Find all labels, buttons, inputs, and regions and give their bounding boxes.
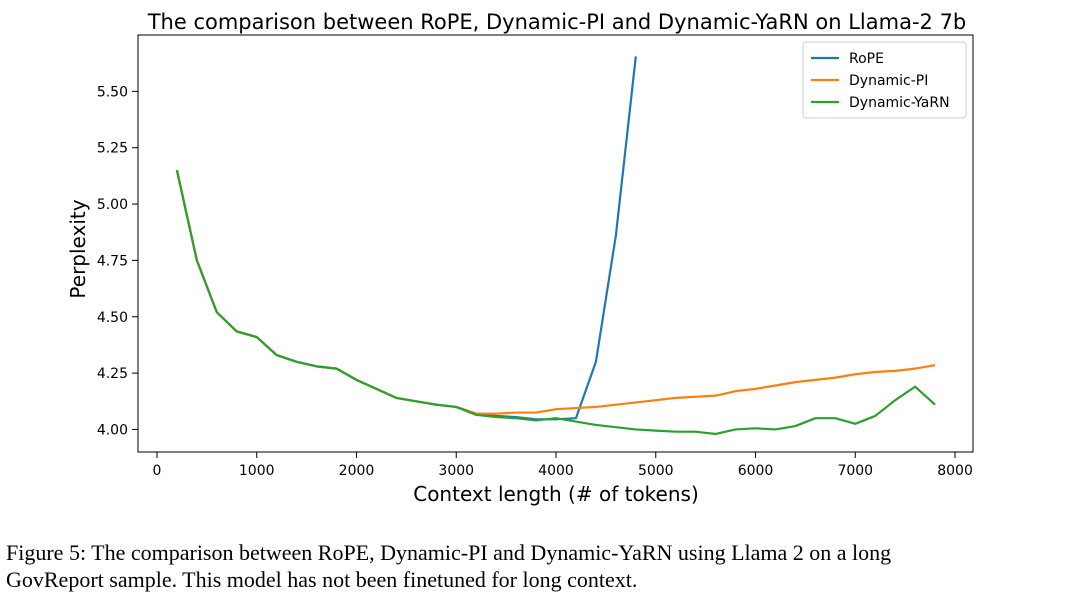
chart-title: The comparison between RoPE, Dynamic-PI … bbox=[147, 10, 967, 34]
x-tick-label: 2000 bbox=[339, 463, 375, 479]
y-tick-label: 5.50 bbox=[97, 84, 128, 100]
legend-box bbox=[802, 41, 967, 119]
x-tick-label: 7000 bbox=[837, 463, 873, 479]
y-tick-label: 4.50 bbox=[97, 310, 128, 326]
y-tick-label: 5.25 bbox=[97, 141, 128, 157]
plot-frame bbox=[137, 34, 974, 453]
y-tick-label: 4.25 bbox=[97, 366, 128, 382]
y-tick-label: 4.75 bbox=[97, 253, 128, 269]
caption-line: Figure 5: The comparison between RoPE, D… bbox=[6, 540, 891, 565]
x-tick-label: 5000 bbox=[638, 463, 674, 479]
y-tick-label: 5.00 bbox=[97, 197, 128, 213]
x-tick-label: 4000 bbox=[538, 463, 574, 479]
y-axis-label: Perplexity bbox=[66, 199, 90, 298]
x-tick-label: 0 bbox=[152, 463, 161, 479]
x-tick-label: 1000 bbox=[239, 463, 275, 479]
x-tick-label: 3000 bbox=[438, 463, 474, 479]
series-line bbox=[175, 170, 936, 415]
legend-label: Dynamic-PI bbox=[849, 73, 928, 89]
x-tick-label: 8000 bbox=[937, 463, 973, 479]
legend-label: RoPE bbox=[849, 51, 884, 67]
series-line bbox=[175, 170, 936, 436]
x-tick-label: 6000 bbox=[738, 463, 774, 479]
series-line bbox=[175, 56, 637, 421]
caption-line: GovReport sample. This model has not bee… bbox=[6, 567, 637, 592]
y-tick-label: 4.00 bbox=[97, 422, 128, 438]
legend-label: Dynamic-YaRN bbox=[849, 95, 950, 111]
x-axis-label: Context length (# of tokens) bbox=[413, 482, 699, 506]
